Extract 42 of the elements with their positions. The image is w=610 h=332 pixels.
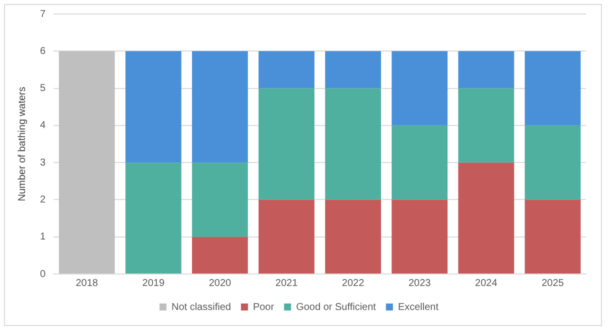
bar bbox=[458, 88, 514, 163]
x-tick-label: 2020 bbox=[208, 278, 232, 289]
x-tick-label: 2022 bbox=[342, 278, 365, 289]
bar bbox=[325, 88, 382, 200]
y-tick-label: 3 bbox=[40, 157, 46, 168]
bar bbox=[392, 51, 448, 126]
x-tick-label: 2024 bbox=[475, 278, 498, 289]
y-tick-label: 5 bbox=[40, 83, 46, 94]
bar bbox=[192, 236, 248, 274]
y-tick-label: 4 bbox=[40, 120, 46, 132]
bar bbox=[524, 200, 581, 274]
bar bbox=[392, 200, 448, 274]
bar bbox=[524, 125, 581, 200]
legend-label: Excellent bbox=[398, 302, 439, 313]
x-tick-label: 2018 bbox=[76, 278, 98, 289]
legend-label: Not classified bbox=[171, 302, 231, 313]
bar bbox=[258, 200, 314, 274]
y-tick-label: 6 bbox=[40, 46, 46, 57]
bar bbox=[524, 51, 581, 126]
bar bbox=[125, 51, 182, 163]
x-tick-label: 2019 bbox=[142, 278, 165, 289]
y-tick-label: 7 bbox=[40, 8, 46, 20]
y-axis-title: Number of bathing waters bbox=[16, 86, 28, 202]
bar bbox=[325, 200, 382, 274]
x-tick-label: 2021 bbox=[275, 278, 298, 289]
legend-label: Poor bbox=[252, 302, 275, 313]
bar bbox=[258, 88, 314, 200]
y-tick-label: 0 bbox=[40, 268, 46, 280]
legend-label: Good or Sufficient bbox=[296, 302, 376, 313]
y-tick-label: 1 bbox=[40, 232, 46, 243]
bar bbox=[58, 51, 115, 274]
x-tick-label: 2025 bbox=[542, 278, 564, 289]
bar bbox=[125, 162, 182, 274]
bar bbox=[192, 162, 248, 237]
bar bbox=[392, 125, 448, 200]
x-tick-label: 2023 bbox=[408, 278, 432, 289]
bar bbox=[458, 162, 514, 274]
bar bbox=[192, 51, 248, 163]
y-tick-label: 2 bbox=[40, 194, 46, 206]
bar bbox=[458, 51, 514, 88]
bar bbox=[258, 51, 314, 88]
bar bbox=[325, 51, 382, 88]
